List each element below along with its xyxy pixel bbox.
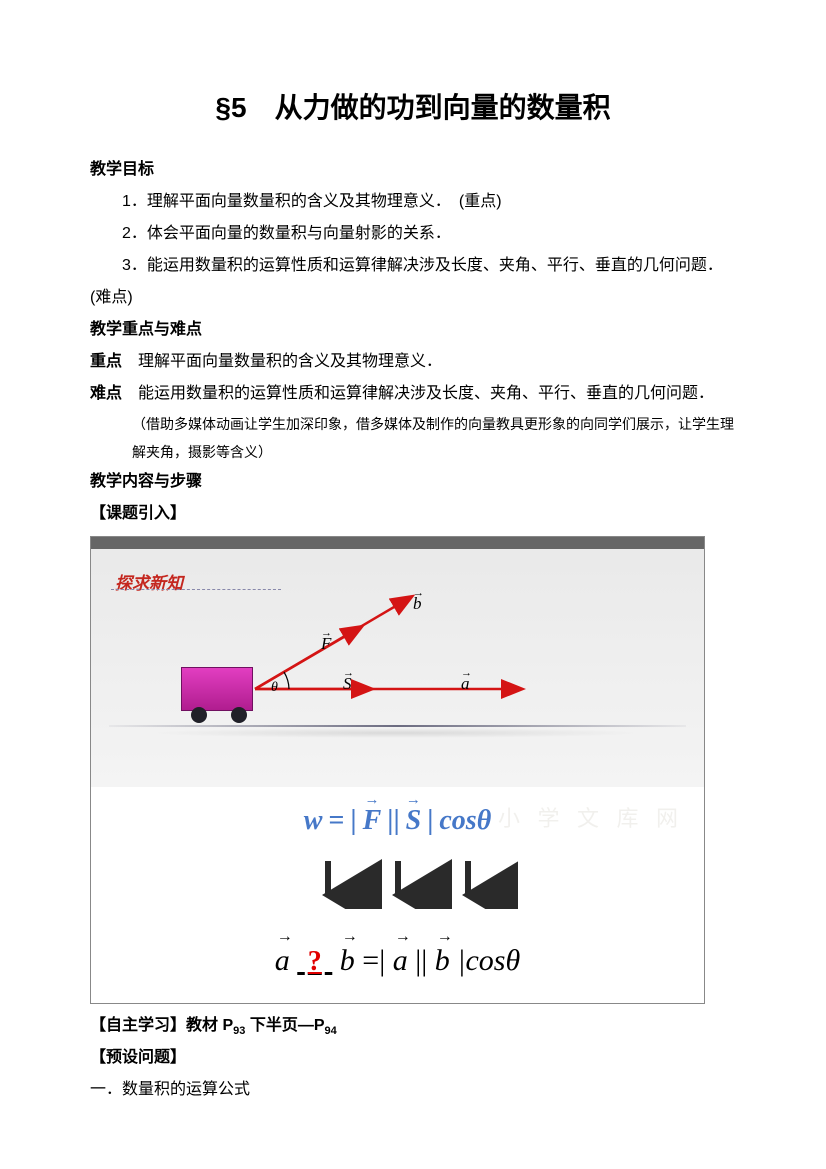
vec-label-b: b xyxy=(413,587,422,621)
vec-label-a: a xyxy=(461,667,470,701)
diagram-scene: 探求新知 b F S a θ xyxy=(91,537,704,787)
key-point-label: 重点 xyxy=(90,346,138,378)
formula-w: w = |→F||→S| cosθ xyxy=(304,793,491,849)
key-points-heading: 教学重点与难点 xyxy=(90,314,736,346)
difficulty-label: 难点 xyxy=(90,378,138,410)
topic-intro-heading: 【课题引入】 xyxy=(90,498,736,530)
section-one-heading: 一．数量积的运算公式 xyxy=(90,1074,736,1106)
vector-arrows-svg xyxy=(91,537,706,787)
ground-shadow xyxy=(151,728,641,738)
content-steps-heading: 教学内容与步骤 xyxy=(90,466,736,498)
key-point-text: 理解平面向量数量积的含义及其物理意义． xyxy=(138,346,736,378)
watermark: 小 学 文 库 网 xyxy=(498,797,684,841)
difficulty-text: 能运用数量积的运算性质和运算律解决涉及长度、夹角、平行、垂直的几何问题． xyxy=(138,378,736,410)
down-arrows xyxy=(91,853,704,927)
page-title: §5 从力做的功到向量的数量积 xyxy=(90,80,736,136)
difficulty-row: 难点 能运用数量积的运算性质和运算律解决涉及长度、夹角、平行、垂直的几何问题． xyxy=(90,378,736,410)
ground-line xyxy=(109,725,686,727)
objectives-heading: 教学目标 xyxy=(90,154,736,186)
objective-item-2: 2．体会平面向量的数量积与向量射影的关系． xyxy=(90,218,736,250)
vec-label-f: F xyxy=(321,627,331,661)
objective-item-3: 3．能运用数量积的运算性质和运算律解决涉及长度、夹角、平行、垂直的几何问题．(难… xyxy=(90,250,736,314)
objective-item-1: 1．理解平面向量数量积的含义及其物理意义． (重点) xyxy=(90,186,736,218)
formula-ab: a ? b =| a || b |cosθ xyxy=(91,927,704,1003)
preset-question-heading: 【预设问题】 xyxy=(90,1042,736,1074)
key-point-row: 重点 理解平面向量数量积的含义及其物理意义． xyxy=(90,346,736,378)
theta-label: θ xyxy=(271,674,278,702)
diagram-container: 探求新知 b F S a θ xyxy=(90,536,705,1004)
formula-w-box: 小 学 文 库 网 w = |→F||→S| cosθ xyxy=(91,787,704,853)
self-study-line: 【自主学习】教材 P93 下半页—P94 xyxy=(90,1010,736,1042)
note-text: （借助多媒体动画让学生加深印象，借多媒体及制作的向量教具更形象的向同学们展示，让… xyxy=(90,410,736,466)
vec-label-s: S xyxy=(343,667,352,701)
